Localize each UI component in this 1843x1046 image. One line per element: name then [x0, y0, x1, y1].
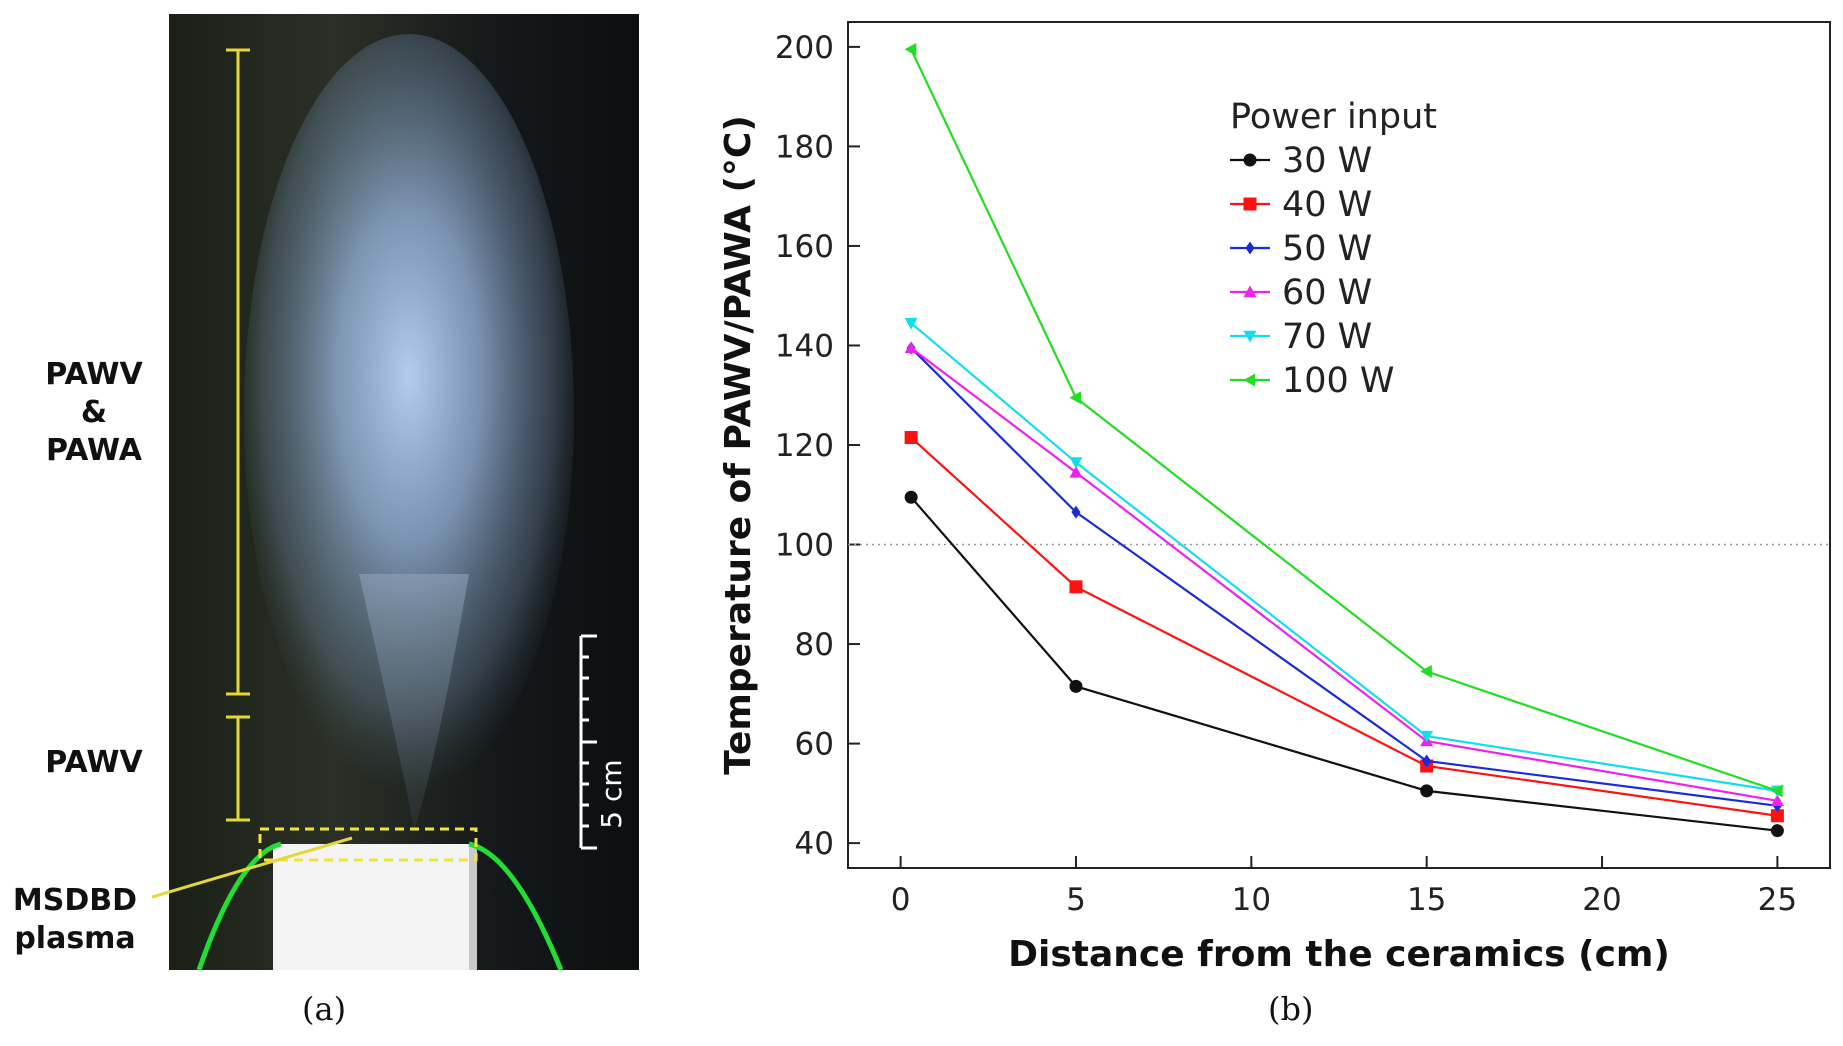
data-point-100w [1069, 391, 1082, 405]
legend-marker [1243, 330, 1257, 343]
data-point-60w [1069, 465, 1083, 478]
data-point-70w [1420, 730, 1434, 743]
data-point-60w [1770, 794, 1784, 807]
x-axis-title: Distance from the ceramics (cm) [1008, 934, 1670, 975]
legend-title: Power input [1230, 97, 1437, 137]
legend-label: 30 W [1282, 141, 1372, 181]
bracket-pawv-pawa [226, 48, 250, 696]
plasma-plume [244, 34, 574, 794]
panel-a: 5 cm PAWV & PAWA PAWV MSDBD plasma (a) [0, 0, 660, 1046]
msdbd-leader [151, 836, 353, 899]
y-tick-label: 80 [795, 627, 834, 663]
electrode-left [196, 841, 282, 970]
electrode-right [468, 841, 564, 970]
legend-label: 70 W [1282, 317, 1372, 357]
legend-label: 60 W [1282, 273, 1372, 313]
label-pawv-pawa-line1: PAWV [45, 357, 143, 392]
label-msdbd-plasma: MSDBD plasma [0, 882, 150, 958]
chart-axes: 0 5 10 15 20 25 40 60 80 100 120 140 160 180 200 Distan… [718, 21, 1831, 975]
x-tick-label: 10 [1232, 882, 1271, 918]
x-tick-label: 5 [1066, 882, 1086, 918]
legend-marker [1243, 373, 1256, 387]
y-tick-label: 120 [775, 428, 834, 464]
y-tick-label: 60 [795, 727, 834, 763]
label-pawv-pawa-line3: PAWA [45, 433, 143, 468]
legend-item-70w: 70 W [1230, 317, 1372, 357]
series-line-60w [910, 347, 1778, 802]
y-tick-label: 160 [775, 229, 834, 265]
label-msdbd-line2: plasma [14, 921, 136, 956]
y-tick-label: 200 [775, 30, 834, 66]
legend-marker [1245, 241, 1255, 255]
legend-label: 100 W [1282, 361, 1395, 401]
legend-item-60w: 60 W [1230, 273, 1372, 313]
data-point-30w [1420, 784, 1434, 798]
series-line-50w [910, 347, 1778, 807]
x-tick-label: 0 [891, 882, 911, 918]
legend-marker [1243, 197, 1257, 211]
data-point-40w [1069, 580, 1083, 594]
data-point-100w [1770, 784, 1783, 798]
plasma-photo: 5 cm [169, 14, 639, 970]
label-pawv-pawa-line2: & [80, 395, 108, 430]
data-point-100w [904, 42, 917, 56]
bracket-pawv [226, 715, 250, 822]
ceramic-edge [469, 844, 477, 970]
label-pawv: PAWV [45, 745, 143, 780]
data-point-50w [1071, 505, 1081, 519]
x-tick-label: 15 [1407, 882, 1446, 918]
y-tick-label: 140 [775, 328, 834, 364]
x-tick-label: 20 [1582, 882, 1621, 918]
legend-item-50w: 50 W [1230, 229, 1372, 269]
data-point-40w [904, 431, 918, 445]
y-axis-title: Temperature of PAWV/PAWA (°C) [718, 115, 759, 775]
legend-marker [1243, 285, 1257, 298]
data-point-30w [904, 490, 918, 504]
series-50w [906, 341, 1782, 813]
data-point-100w [1420, 664, 1432, 678]
scale-bar [579, 634, 597, 850]
series-line-30w [910, 496, 1778, 832]
series-30w [904, 490, 1784, 838]
y-tick-label: 40 [795, 826, 834, 862]
caption-b: (b) [1268, 990, 1314, 1028]
series-line-40w [910, 436, 1778, 817]
series-60w [904, 341, 1784, 807]
data-point-70w [904, 317, 918, 330]
legend-item-100w: 100 W [1230, 361, 1395, 401]
legend-item-40w: 40 W [1230, 185, 1372, 225]
y-tick-label: 100 [775, 528, 834, 564]
data-point-30w [1069, 679, 1083, 693]
series-40w [904, 431, 1784, 823]
scale-bar-label: 5 cm [595, 759, 628, 828]
legend-label: 40 W [1282, 185, 1372, 225]
series-line-70w [910, 322, 1778, 792]
series-line-100w [910, 48, 1778, 792]
legend-label: 50 W [1282, 229, 1372, 269]
plume-stem [359, 574, 469, 829]
plasma-region-box [258, 827, 478, 862]
legend-item-30w: 30 W [1230, 141, 1372, 181]
label-msdbd-line1: MSDBD [12, 883, 138, 918]
data-point-40w [1770, 809, 1784, 823]
y-tick-label: 180 [775, 129, 834, 165]
label-pawv-pawa: PAWV & PAWA [20, 356, 168, 470]
caption-a: (a) [302, 990, 347, 1028]
ceramic-block [273, 844, 477, 970]
legend-marker [1243, 153, 1257, 167]
data-point-30w [1770, 824, 1784, 838]
series-100w [904, 42, 1783, 798]
x-tick-label: 25 [1758, 882, 1797, 918]
temperature-chart: 0 5 10 15 20 25 40 60 80 100 120 140 160 180 200 Distan… [718, 21, 1831, 975]
data-point-70w [1069, 457, 1083, 469]
chart-series [904, 42, 1784, 838]
data-point-60w [904, 341, 918, 354]
